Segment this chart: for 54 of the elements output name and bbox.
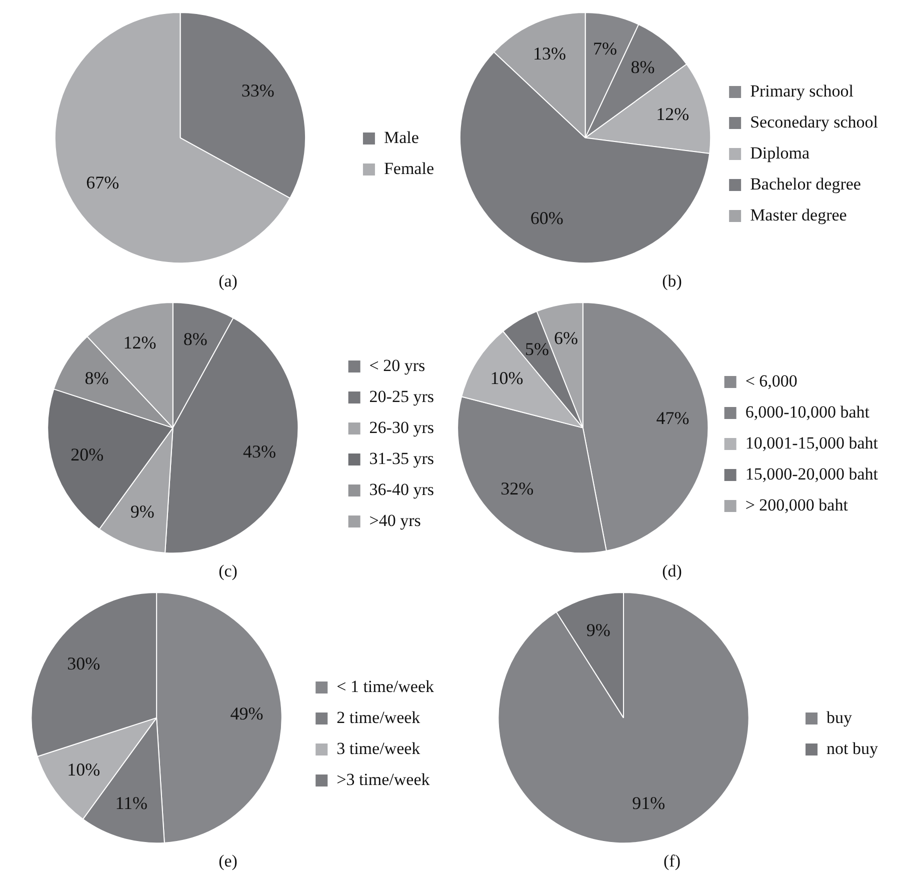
legend-label: < 20 yrs (369, 356, 426, 375)
legend-label: Seconedary school (750, 112, 878, 132)
legend-label: Male (384, 128, 419, 147)
data-label: 9% (586, 620, 610, 640)
legend-label: >40 yrs (369, 510, 421, 530)
data-label: 10% (490, 368, 524, 388)
legend-label: Diploma (750, 143, 810, 162)
data-label: 20% (70, 444, 104, 464)
legend-label: >3 time/week (336, 770, 430, 789)
legend-label: 31-35 yrs (369, 448, 434, 468)
text: (b) (662, 271, 682, 290)
legend-label: 15,000-20,000 baht (745, 464, 878, 484)
text: (a) (218, 271, 238, 290)
legend-label: 2 time/week (336, 708, 421, 727)
data-label: 33% (241, 80, 274, 101)
legend-label: Primary school (750, 81, 854, 100)
data-label: 8% (183, 329, 208, 350)
legend-label: buy (826, 708, 853, 727)
legend-label: > 200,000 baht (745, 495, 848, 514)
data-label: 67% (86, 172, 120, 192)
data-label: 12% (123, 332, 156, 353)
legend-label: not buy (826, 738, 878, 758)
data-label: 11% (115, 793, 148, 814)
data-label: 43% (243, 442, 276, 462)
data-label: 13% (532, 44, 566, 64)
text: (c) (218, 561, 238, 580)
text: (d) (662, 561, 682, 580)
legend-label: 20-25 yrs (369, 386, 434, 406)
legend-label: 36-40 yrs (369, 480, 434, 499)
data-label: 47% (656, 408, 690, 428)
data-label: 7% (592, 38, 617, 58)
data-label: 6% (554, 328, 578, 348)
legend-label: 26-30 yrs (369, 418, 434, 437)
legend-label: < 6,000 (745, 371, 798, 390)
data-label: 49% (230, 704, 264, 724)
data-label: 12% (656, 104, 690, 124)
legend-label: Bachelor degree (750, 174, 861, 194)
legend-label: Female (384, 158, 434, 178)
legend-label: < 1 time/week (336, 676, 434, 696)
data-label: 9% (130, 501, 154, 522)
text: (f) (664, 851, 680, 870)
data-label: 10% (67, 760, 100, 780)
data-label: 91% (632, 793, 666, 814)
legend-label: Master degree (750, 205, 847, 224)
data-label: 8% (84, 368, 109, 388)
data-label: 8% (630, 57, 655, 78)
data-label: 32% (500, 478, 534, 498)
text: (e) (218, 851, 238, 870)
data-label: 30% (67, 654, 100, 674)
data-label: 60% (530, 208, 564, 228)
data-label: 5% (524, 338, 549, 359)
legend-label: 6,000-10,000 baht (745, 402, 870, 422)
legend-label: 3 time/week (336, 738, 421, 758)
legend-label: 10,001-15,000 baht (745, 433, 878, 452)
